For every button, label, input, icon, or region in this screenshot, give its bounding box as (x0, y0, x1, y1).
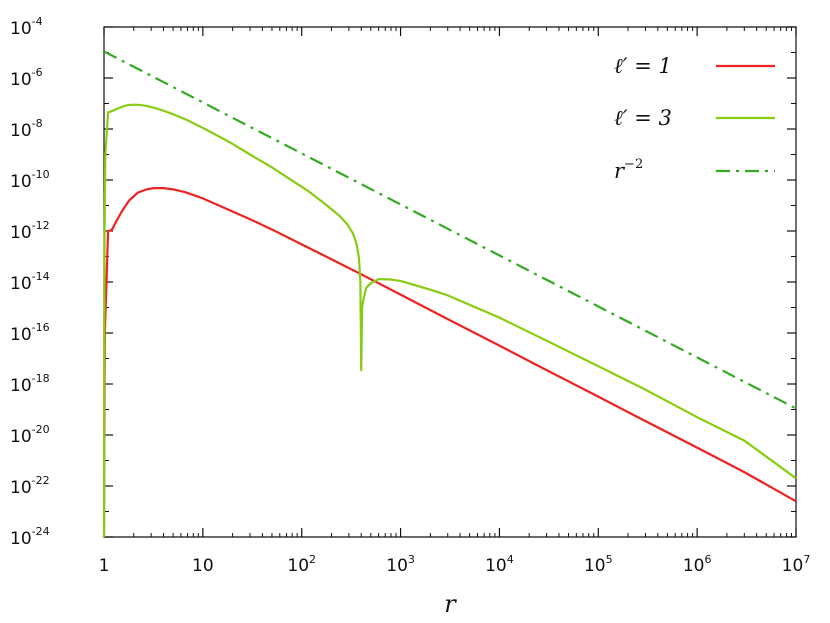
y-tick-label: 10-24 (10, 525, 50, 549)
legend-label-0: ℓ′ = 1 (614, 54, 672, 78)
y-tick-label: 10-6 (10, 66, 43, 90)
x-tick-label: 103 (386, 553, 415, 576)
y-tick-label: 10-8 (10, 117, 43, 141)
x-tick-label: 1 (99, 556, 110, 576)
y-tick-label: 10-10 (10, 168, 50, 192)
x-tick-label: 105 (584, 553, 613, 576)
series-group (102, 50, 797, 538)
x-axis: 1 10 102 103 104 105 106 107 (99, 27, 811, 576)
y-tick-label: 10-12 (10, 219, 50, 243)
x-axis-label: r (444, 590, 457, 618)
x-tick-label: 107 (782, 553, 811, 576)
x-tick-label: 10 (192, 556, 214, 576)
y-tick-label: 10-16 (10, 321, 50, 345)
x-tick-label: 106 (683, 553, 712, 576)
y-tick-label: 10-18 (10, 372, 50, 396)
y-axis: 10-4 10-6 10-8 10-10 10-12 10-14 10-16 10-18 10-… (10, 15, 796, 549)
x-tick-label: 104 (485, 553, 514, 576)
y-tick-label: 10-22 (10, 474, 50, 498)
legend-label-2: r−2 (614, 157, 643, 183)
y-tick-label: 10-4 (10, 15, 43, 39)
y-tick-label: 10-20 (10, 423, 50, 447)
x-tick-label: 102 (287, 553, 316, 576)
y-tick-label: 10-14 (10, 270, 50, 294)
series-line-1 (102, 103, 797, 538)
plot-area: 1 10 102 103 104 105 106 107 10-410-610-810-101… (10, 15, 810, 576)
series-line-0 (102, 187, 797, 538)
legend: ℓ′ = 1 ℓ′ = 3 r−2 (614, 54, 775, 183)
series-line-2 (103, 50, 797, 410)
legend-label-1: ℓ′ = 3 (614, 106, 672, 130)
